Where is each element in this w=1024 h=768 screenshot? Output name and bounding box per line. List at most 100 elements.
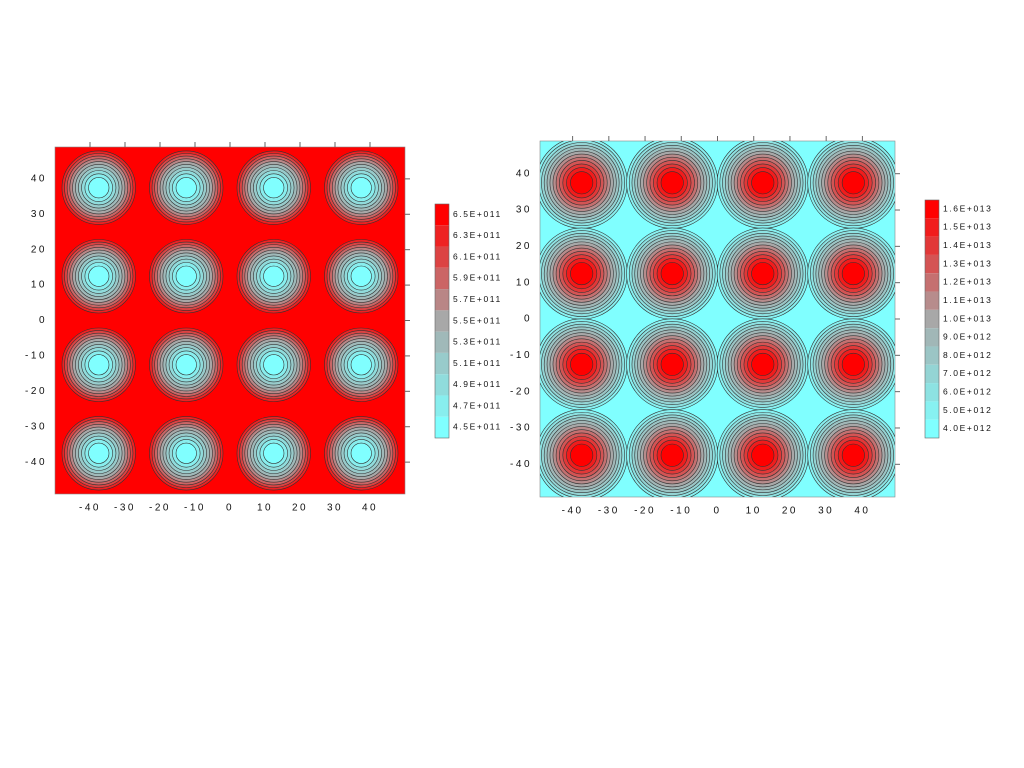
colorbar-band — [925, 328, 939, 347]
colorbar: 6.5E+011 6.3E+011 6.1E+011 5.9E+011 5.7E+011… — [434, 203, 502, 439]
y-tick-label: 40 — [516, 168, 532, 179]
y-tick-label: 0 — [524, 314, 532, 325]
contour-band — [175, 442, 197, 464]
colorbar: 1.6E+013 1.5E+013 1.4E+013 1.3E+013 1.2E+013… — [924, 199, 992, 439]
x-tick-label: 0 — [226, 503, 234, 514]
contour-band — [841, 262, 865, 286]
contour-band — [263, 177, 285, 199]
colorbar-band — [925, 218, 939, 237]
contour-band — [263, 442, 285, 464]
colorbar-band — [435, 395, 449, 417]
colorbar-label: 5.0E+012 — [943, 405, 992, 415]
y-tick-label: -20 — [510, 386, 532, 397]
y-tick-label: -10 — [25, 351, 47, 362]
contour-band — [841, 352, 865, 376]
colorbar-label: 5.1E+011 — [453, 358, 502, 368]
colorbar-band — [435, 267, 449, 290]
contour-band — [751, 352, 775, 376]
colorbar-band — [925, 383, 939, 402]
contour-band — [751, 262, 775, 286]
x-tick-label: 30 — [818, 506, 834, 517]
colorbar-band — [925, 273, 939, 292]
x-tick-label: 40 — [362, 503, 378, 514]
colorbar-band — [435, 310, 449, 332]
contour-band — [175, 354, 197, 376]
colorbar-label: 9.0E+012 — [943, 332, 992, 342]
colorbar-label: 1.1E+013 — [943, 295, 992, 305]
contour-band — [350, 442, 372, 464]
contour-band — [570, 352, 594, 376]
x-tick-label: -30 — [114, 503, 136, 514]
x-tick-label: 40 — [854, 506, 870, 517]
colorbar-band — [435, 246, 449, 268]
colorbar-label: 1.4E+013 — [943, 240, 992, 250]
colorbar-band — [435, 331, 449, 353]
contour-band — [660, 352, 684, 376]
y-tick-label: 0 — [39, 315, 47, 326]
colorbar-label: 4.9E+011 — [453, 379, 502, 389]
y-tick-label: 30 — [31, 209, 47, 220]
colorbar-label: 1.3E+013 — [943, 258, 992, 268]
colorbar-label: 6.0E+012 — [943, 386, 992, 396]
x-tick-label: -30 — [598, 506, 620, 517]
x-tick-label: 20 — [292, 503, 308, 514]
contour-band — [263, 354, 285, 376]
y-tick-label: 20 — [516, 241, 532, 252]
colorbar-band — [435, 352, 449, 375]
contour-band — [570, 171, 594, 195]
colorbar-band — [925, 364, 939, 384]
contour-band — [88, 177, 110, 199]
colorbar-label: 4.0E+012 — [943, 423, 992, 433]
x-tick-label: 0 — [713, 506, 721, 517]
contour-band — [841, 171, 865, 195]
colorbar-label: 4.7E+011 — [453, 400, 502, 410]
x-tick-label: 10 — [746, 506, 762, 517]
colorbar-band — [435, 289, 449, 311]
contour-band — [570, 443, 594, 467]
colorbar-label: 4.5E+011 — [453, 422, 502, 432]
contour-band — [175, 177, 197, 199]
contour-plot: -40 -30 -20 -10 0 10 20 30 40 -40 -30 -20 -10 0 10 20 30… — [25, 142, 502, 514]
colorbar-band — [435, 374, 449, 396]
y-tick-label: -10 — [510, 350, 532, 361]
contour-band — [350, 177, 372, 199]
colorbar-label: 5.3E+011 — [453, 337, 502, 347]
contour-band — [751, 171, 775, 195]
colorbar-label: 6.3E+011 — [453, 230, 502, 240]
contour-band — [263, 265, 285, 287]
contour-band — [175, 265, 197, 287]
colorbar-label: 6.5E+011 — [453, 209, 502, 219]
contour-band — [350, 265, 372, 287]
y-tick-label: -20 — [25, 386, 47, 397]
colorbar-label: 5.7E+011 — [453, 294, 502, 304]
contour-band — [570, 262, 594, 286]
colorbar-band — [925, 200, 939, 219]
colorbar-label: 8.0E+012 — [943, 350, 992, 360]
x-tick-label: -20 — [634, 506, 656, 517]
y-tick-label: 20 — [31, 244, 47, 255]
colorbar-label: 5.5E+011 — [453, 315, 502, 325]
colorbar-band — [925, 419, 939, 438]
colorbar-frame — [924, 199, 940, 439]
colorbar-label: 5.9E+011 — [453, 273, 502, 283]
y-tick-label: -40 — [510, 459, 532, 470]
colorbar-band — [925, 346, 939, 365]
x-tick-label: -20 — [149, 503, 171, 514]
x-tick-label: -40 — [79, 503, 101, 514]
x-tick-label: 20 — [782, 506, 798, 517]
contour-band — [841, 443, 865, 467]
contours — [61, 150, 399, 491]
y-tick-label: 40 — [31, 174, 47, 185]
contour-band — [660, 443, 684, 467]
x-tick-label: 10 — [257, 503, 273, 514]
colorbar-band — [925, 236, 939, 255]
y-tick-label: 30 — [516, 205, 532, 216]
x-tick-label: -10 — [670, 506, 692, 517]
colorbar-band — [435, 204, 449, 226]
colorbar-band — [925, 401, 939, 420]
x-tick-label: -40 — [562, 506, 584, 517]
y-tick-label: -30 — [510, 423, 532, 434]
colorbar-label: 1.6E+013 — [943, 203, 992, 213]
y-tick-label: 10 — [516, 277, 532, 288]
